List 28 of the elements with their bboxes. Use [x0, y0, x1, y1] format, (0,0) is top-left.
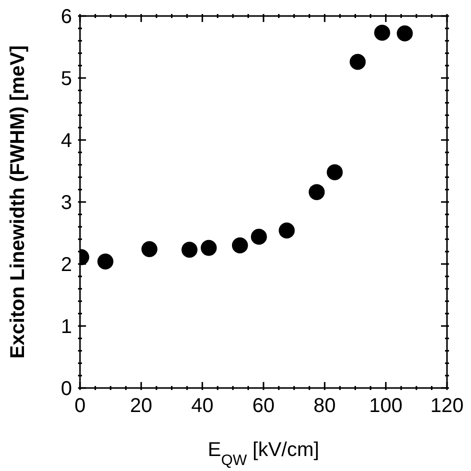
x-tick-label: 120	[430, 395, 464, 417]
point	[141, 241, 158, 258]
x-tick-label: 60	[252, 395, 275, 417]
point	[278, 222, 295, 239]
y-tick-label: 0	[60, 378, 72, 400]
point	[326, 164, 343, 180]
x-tick-label: 100	[369, 395, 403, 417]
y-tick-label: 4	[60, 130, 72, 152]
x-tick-label: 80	[314, 395, 336, 417]
x-tick-label: 0	[74, 395, 86, 417]
point	[374, 24, 390, 41]
y-axis-title: Exciton Linewidth (FWHM) [meV]	[7, 45, 29, 359]
point	[396, 25, 413, 42]
x-tick-label: 40	[191, 395, 214, 417]
point	[181, 242, 198, 258]
point	[308, 184, 325, 200]
y-tick-label: 2	[60, 254, 72, 276]
point	[200, 240, 217, 256]
point	[350, 54, 366, 70]
x-tick-label: 20	[130, 395, 152, 417]
y-tick-label: 5	[60, 68, 72, 90]
y-tick-label: 1	[60, 316, 72, 338]
y-tick-label: 3	[60, 192, 72, 214]
y-tick-label: 6	[60, 6, 72, 28]
point	[232, 237, 248, 254]
point	[97, 254, 114, 270]
x-axis-title: E$_{QW}$ [kV/cm]	[208, 439, 320, 468]
point	[250, 228, 267, 245]
